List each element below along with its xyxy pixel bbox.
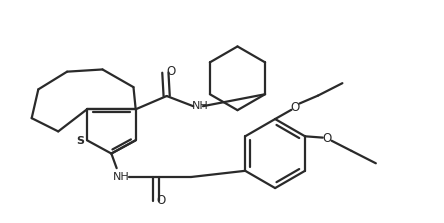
Text: O: O (290, 101, 300, 114)
Text: NH: NH (191, 101, 208, 111)
Text: O: O (322, 132, 332, 145)
Text: S: S (76, 136, 84, 146)
Text: NH: NH (113, 172, 130, 182)
Text: O: O (166, 65, 175, 78)
Text: O: O (156, 194, 166, 207)
